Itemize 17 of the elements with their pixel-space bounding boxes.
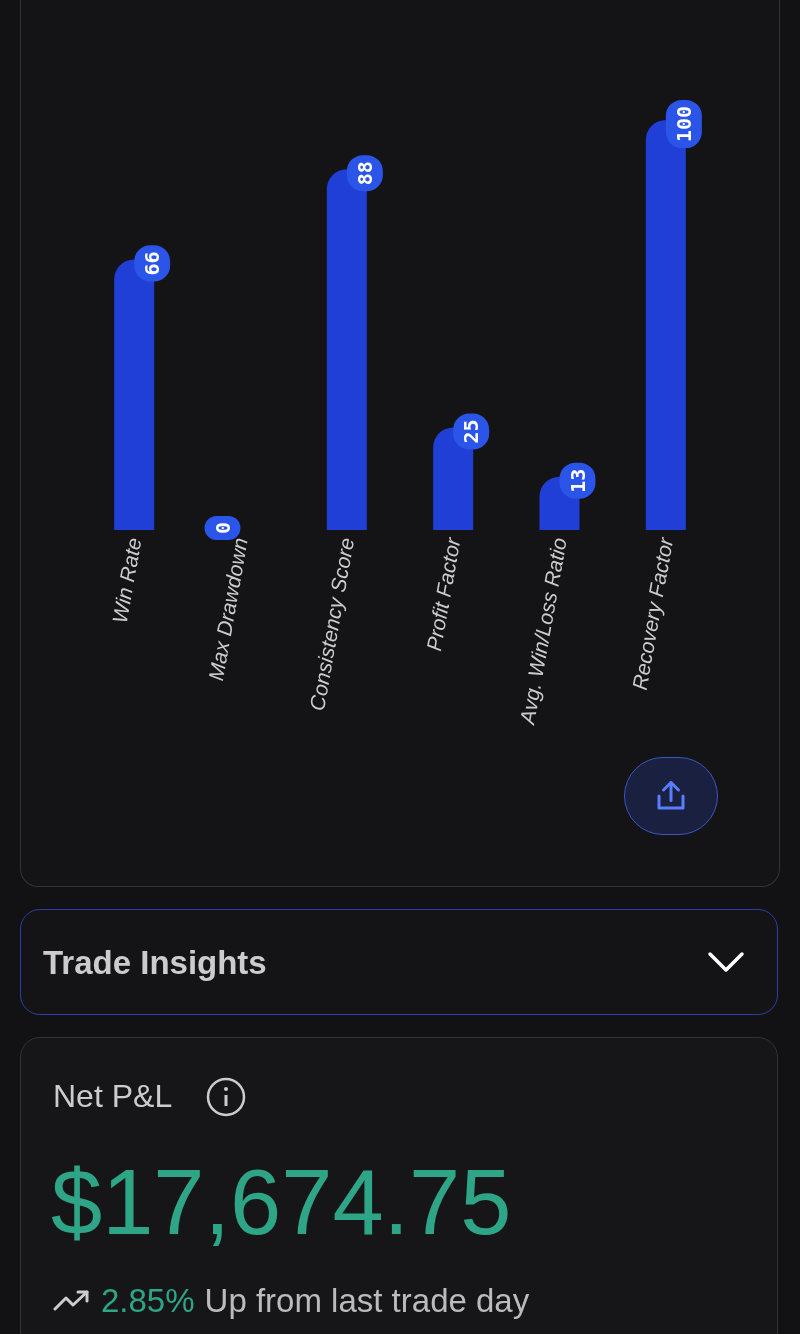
x-tick-label: Avg. Win/Loss Ratio bbox=[515, 535, 571, 728]
data-label: 100 bbox=[671, 105, 696, 143]
x-tick-label: Recovery Factor bbox=[627, 535, 678, 692]
text: 2.85% bbox=[101, 1282, 195, 1320]
data-label: 25 bbox=[459, 419, 484, 444]
x-tick-label: Max Drawdown bbox=[204, 536, 252, 683]
text: Net P&L bbox=[53, 1078, 173, 1115]
data-label: 66 bbox=[140, 251, 165, 276]
data-label: 88 bbox=[352, 161, 377, 186]
x-tick-label: Consistency Score bbox=[305, 536, 359, 713]
data-label: 13 bbox=[565, 468, 590, 493]
x-tick-label: Profit Factor bbox=[421, 535, 465, 653]
x-tick-label: Win Rate bbox=[107, 536, 146, 625]
text: $17,674.75 bbox=[51, 1150, 512, 1255]
text: Trade Insights bbox=[43, 944, 267, 982]
data-label: 0 bbox=[210, 521, 235, 535]
text: Up from last trade day bbox=[204, 1282, 530, 1320]
